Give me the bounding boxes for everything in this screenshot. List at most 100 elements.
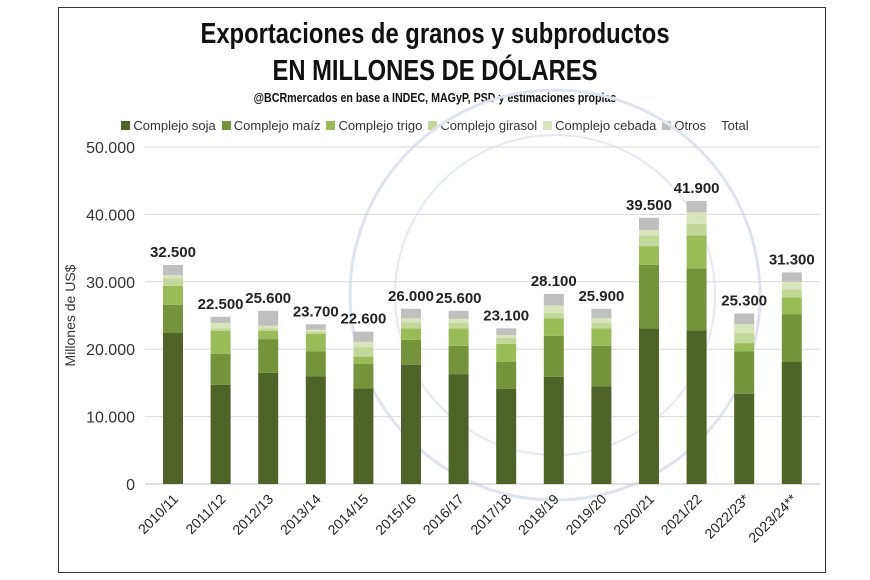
bar-segment (353, 364, 374, 389)
bar-segment (305, 324, 326, 330)
bar-segment (401, 339, 421, 365)
y-tick-label: 40.000 (86, 207, 135, 224)
x-tick-label: 2010/11 (135, 491, 182, 538)
bar-segment (305, 351, 326, 377)
bar-segment (448, 318, 469, 323)
bar-segment (305, 331, 326, 334)
bar-segment (401, 318, 421, 323)
y-tick-label: 10.000 (86, 410, 135, 427)
bar-segment (305, 376, 326, 484)
bar-segment (639, 328, 659, 484)
total-data-label: 26.000 (388, 288, 434, 305)
bar-segment (734, 343, 755, 352)
bar-segment (163, 285, 183, 305)
bar-segment (591, 318, 612, 323)
chart-title: Exportaciones de granos y subproductos (200, 18, 670, 50)
legend-swatch (543, 121, 553, 130)
x-tick-label: 2014/15 (324, 491, 371, 538)
legend-label: Complejo maíz (233, 118, 321, 133)
bar-segment (591, 386, 612, 484)
x-tick-label: 2013/14 (277, 491, 324, 538)
bar-segment (639, 229, 659, 236)
bar-segment (686, 268, 707, 331)
bar-segment (258, 331, 279, 340)
total-data-label: 25.300 (721, 292, 767, 309)
bar-segment (591, 308, 612, 319)
bar-segment (496, 362, 517, 389)
bar-segment (496, 328, 517, 336)
total-data-label: 39.500 (626, 197, 672, 214)
bar-segment (258, 339, 279, 373)
bar-segment (401, 322, 421, 329)
bar-segment (210, 322, 231, 329)
total-data-label: 25.900 (578, 288, 624, 305)
legend-label: Otros (674, 118, 707, 133)
bar-segment (543, 376, 564, 484)
legend-item: Complejo trigo (326, 118, 422, 133)
legend-label: Complejo cebada (555, 118, 657, 133)
bar-segment (734, 324, 755, 334)
bar-segment (686, 212, 707, 224)
legend-label: Complejo trigo (338, 118, 423, 133)
bar-segment (401, 308, 421, 319)
bar-segment (734, 313, 755, 325)
bar-segment (448, 374, 469, 484)
bar-segment (353, 347, 374, 357)
x-tick-label: 2021/22 (658, 491, 705, 538)
bar-segment (401, 328, 421, 340)
bar-segment (734, 333, 755, 344)
bar-segment (210, 353, 231, 385)
legend-swatch (326, 121, 336, 130)
legend-swatch (428, 121, 438, 130)
legend-swatch (121, 121, 131, 130)
bar-segment (258, 325, 279, 329)
chart-source: @BCRmercados en base a INDEC, MAGyP, PSD… (253, 90, 617, 105)
bar-segment (639, 264, 659, 329)
bar-segment (353, 356, 374, 365)
y-axis-label: Millones de US$ (62, 264, 78, 366)
bar-segment (543, 335, 564, 377)
total-data-label: 23.100 (483, 307, 529, 324)
bar-segment (781, 281, 802, 290)
y-tick-label: 30.000 (86, 275, 135, 292)
bar-segment (305, 329, 326, 332)
legend-item: Complejo soja (121, 118, 216, 133)
bar-segment (163, 264, 183, 276)
bar-segment (258, 310, 279, 326)
bar-segment (163, 275, 183, 279)
legend-item: Complejo cebada (543, 118, 656, 133)
bar-segment (543, 293, 564, 306)
bar-segment (496, 335, 517, 338)
bar-segment (496, 337, 517, 344)
bar-segment (543, 305, 564, 313)
x-tick-label: 2012/13 (229, 491, 276, 538)
bar-segment (639, 217, 659, 230)
bar-segment (686, 330, 707, 484)
total-data-label: 31.300 (769, 251, 815, 268)
bar-segment (543, 318, 564, 336)
bar-segment (639, 235, 659, 247)
bar-segment (496, 343, 517, 363)
legend-swatch (662, 121, 672, 130)
bar-segment (686, 223, 707, 236)
bar-segment (781, 289, 802, 298)
total-data-label: 22.500 (198, 296, 244, 313)
bar-segment (686, 235, 707, 269)
total-data-label: 28.100 (531, 273, 577, 290)
bar-segment (448, 310, 469, 319)
bar-segment (639, 246, 659, 265)
bar-segment (448, 345, 469, 375)
total-data-label: 25.600 (436, 290, 482, 307)
legend-item: Complejo girasol (428, 118, 537, 133)
x-tick-label: 2023/24** (745, 490, 800, 545)
bar-segment (210, 384, 231, 484)
bar-segment (353, 388, 374, 484)
chart-subtitle: EN MILLONES DE DÓLARES (272, 55, 598, 87)
bar-segment (734, 393, 755, 484)
total-data-label: 23.700 (293, 303, 339, 320)
legend-item-total: Total (721, 118, 749, 133)
bar-segment (210, 328, 231, 332)
y-tick-label: 0 (126, 477, 135, 494)
x-tick-label: 2017/18 (467, 491, 514, 538)
